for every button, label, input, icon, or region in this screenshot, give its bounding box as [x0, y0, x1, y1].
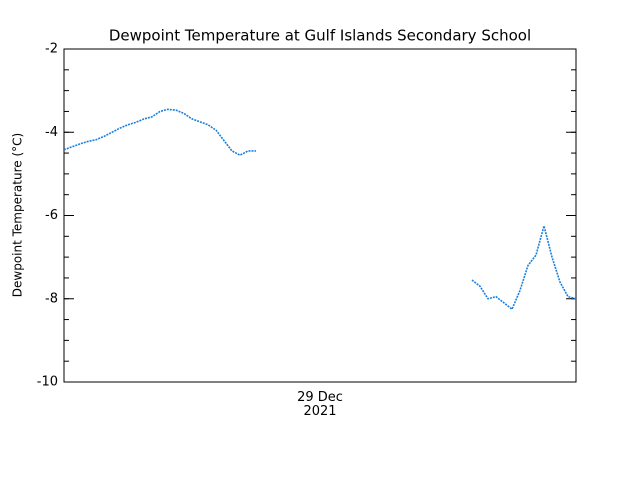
y-tick-label: -2 [45, 42, 58, 57]
y-tick-label: -8 [45, 291, 58, 306]
y-tick-label: -10 [37, 375, 58, 390]
y-tick-label: -6 [45, 208, 58, 223]
chart-title: Dewpoint Temperature at Gulf Islands Sec… [109, 27, 531, 45]
y-axis-label: Dewpoint Temperature (°C) [11, 133, 25, 297]
y-tick-label: -4 [45, 125, 58, 140]
x-tick-label: 29 Dec 2021 [297, 390, 343, 419]
data-line [63, 108, 577, 311]
